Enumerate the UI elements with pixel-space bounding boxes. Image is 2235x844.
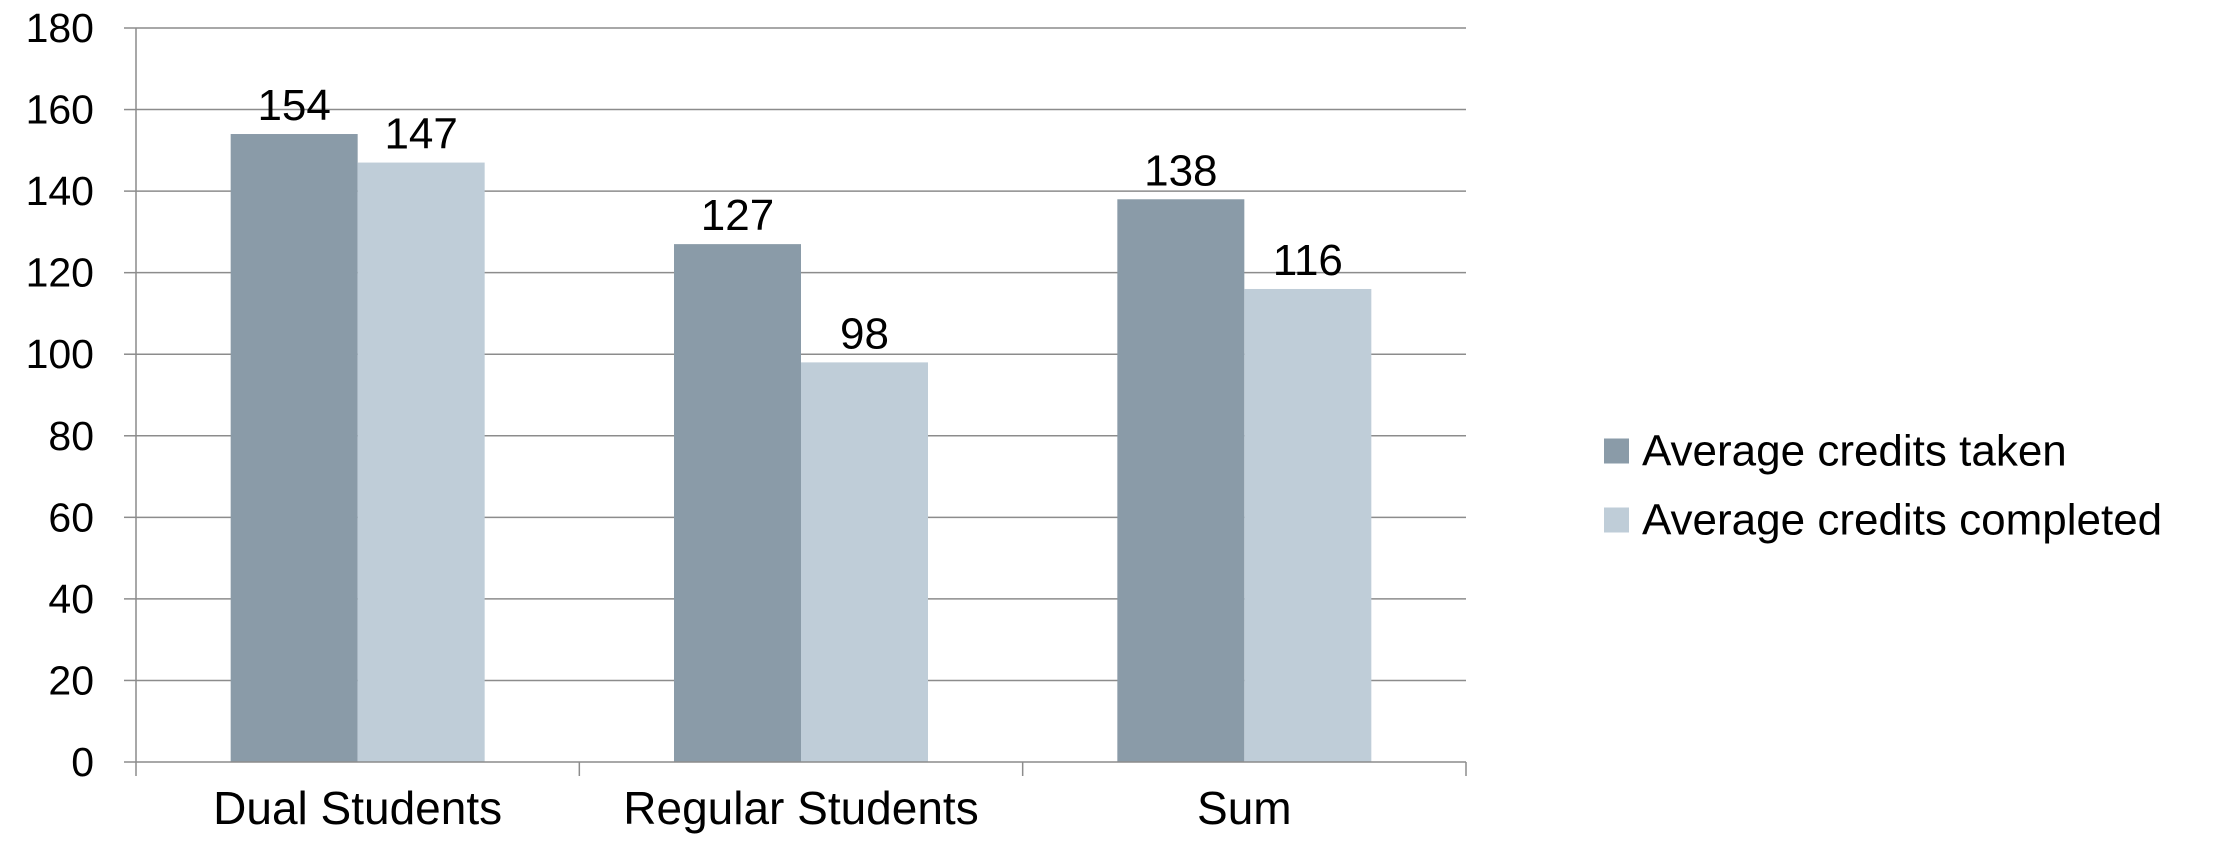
data-label: 127 <box>701 191 774 240</box>
legend-label: Average credits completed <box>1642 496 2162 545</box>
data-labels: 154 147 127 98 138 116 <box>257 81 1342 358</box>
y-tick-label: 100 <box>26 331 94 377</box>
axes <box>124 27 1467 776</box>
y-tick-label: 40 <box>48 576 94 622</box>
bar-credits-taken <box>230 134 358 762</box>
y-tick-label: 80 <box>48 413 94 459</box>
legend-label: Average credits taken <box>1642 427 2067 476</box>
legend: Average credits taken Average credits com… <box>1604 427 2162 545</box>
legend-swatch <box>1604 507 1629 533</box>
x-category-label: Dual Students <box>213 782 502 834</box>
bar-credits-taken <box>1117 199 1245 762</box>
y-tick-label: 180 <box>26 5 94 51</box>
y-axis-tick-labels: 0 20 40 60 80 100 120 140 160 180 <box>26 5 94 785</box>
data-label: 116 <box>1273 236 1343 285</box>
x-category-label: Regular Students <box>623 782 978 834</box>
y-tick-label: 140 <box>26 168 94 214</box>
y-tick-label: 60 <box>48 494 94 540</box>
data-label: 98 <box>840 309 889 358</box>
data-label: 138 <box>1144 146 1217 195</box>
y-tick-label: 20 <box>48 657 94 703</box>
data-label: 154 <box>257 81 330 130</box>
y-tick-label: 120 <box>26 250 94 296</box>
bar-credits-completed <box>801 362 928 762</box>
bar-credits-completed <box>1244 288 1372 762</box>
bars <box>230 134 1372 763</box>
data-label: 147 <box>384 110 457 159</box>
bar-credits-taken <box>674 244 801 763</box>
x-category-label: Sum <box>1197 782 1292 834</box>
x-axis-category-labels: Dual Students Regular Students Sum <box>213 782 1291 834</box>
y-tick-label: 160 <box>26 87 94 133</box>
legend-swatch <box>1604 438 1629 464</box>
y-tick-label: 0 <box>71 739 94 785</box>
bar-credits-completed <box>357 162 485 763</box>
